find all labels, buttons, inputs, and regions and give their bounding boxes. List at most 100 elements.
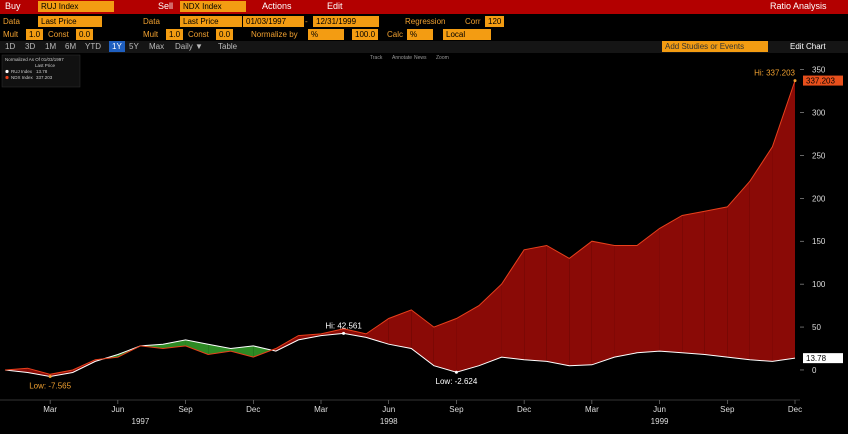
frequency-menu[interactable]: Daily ▼ <box>175 42 203 51</box>
spread-fill <box>253 345 272 358</box>
price-field[interactable]: Last Price <box>38 16 102 27</box>
spread-fill <box>50 369 73 377</box>
y-tick-label: 300 <box>812 109 826 118</box>
annotation-dot <box>454 370 458 374</box>
last-value-label: 13.78 <box>806 354 827 363</box>
spread-fill <box>704 206 728 358</box>
spread-fill <box>456 305 479 373</box>
annotation: Hi: 42.561 <box>325 321 362 330</box>
year-label: 1999 <box>651 417 669 426</box>
spread-fill <box>411 309 434 366</box>
data-label: Data <box>143 17 160 26</box>
annotation: Hi: 337.203 <box>754 69 795 78</box>
calc-mode[interactable]: Local <box>443 29 491 40</box>
y-tick-label: 0 <box>812 366 817 375</box>
regression-label[interactable]: Regression <box>405 17 446 26</box>
chart-tool: Zoom <box>436 55 449 61</box>
const-field[interactable]: 0.0 <box>216 29 234 40</box>
table-button[interactable]: Table <box>218 42 238 51</box>
calc-label: Calc <box>387 30 404 39</box>
buy-ticker[interactable]: RUJ Index <box>38 1 114 12</box>
y-tick-label: 50 <box>812 323 821 332</box>
period-button[interactable]: 5Y <box>129 42 139 51</box>
year-label: 1998 <box>380 417 398 426</box>
spread-fill <box>433 318 457 373</box>
x-tick-label: Mar <box>43 405 57 414</box>
x-tick-label: Sep <box>449 405 464 414</box>
normalize-unit[interactable]: % <box>308 29 344 40</box>
spread-fill <box>524 245 547 362</box>
annotation-dot <box>793 79 797 83</box>
legend-swatch <box>5 75 9 80</box>
spread-fill <box>366 318 389 345</box>
legend-value: 337.203 <box>36 75 53 80</box>
y-tick-label: 350 <box>812 66 826 75</box>
buy-label: Buy <box>5 1 21 11</box>
year-label: 1997 <box>132 417 150 426</box>
edit-menu[interactable]: Edit <box>327 1 343 11</box>
spread-fill <box>591 241 615 365</box>
spread-fill <box>659 215 683 353</box>
legend-swatch <box>5 69 9 74</box>
normalize-field[interactable]: 100.0 <box>352 29 379 40</box>
sell-label: Sell <box>158 1 174 11</box>
x-tick-label: Sep <box>720 405 735 414</box>
legend-subtitle: Last Price <box>35 63 56 68</box>
date-dash: - <box>305 17 308 26</box>
legend-title: Normalized As Of 01/03/1997 <box>5 57 64 62</box>
chart-tool: Track <box>370 55 383 61</box>
start-date[interactable]: 01/03/1997 <box>243 16 304 27</box>
end-date[interactable]: 12/31/1999 <box>313 16 379 27</box>
spread-fill <box>546 245 570 366</box>
last-value-box <box>803 353 843 364</box>
annotation-dot <box>342 331 346 335</box>
chart-tool: News <box>414 55 427 61</box>
spread-fill <box>275 335 299 352</box>
period-button[interactable]: 6M <box>65 42 77 51</box>
spread-fill <box>208 344 231 355</box>
mult-field[interactable]: 1.0 <box>26 29 44 40</box>
x-tick-label: Jun <box>653 405 666 414</box>
const-label: Const <box>48 30 69 39</box>
period-button[interactable]: 1M <box>45 42 57 51</box>
actions-menu[interactable]: Actions <box>262 1 292 11</box>
period-button[interactable]: Max <box>149 42 165 51</box>
spread-fill <box>388 309 412 349</box>
mult-field[interactable]: 1.0 <box>166 29 184 40</box>
corr-label[interactable]: Corr <box>465 17 481 26</box>
spread-fill <box>637 228 660 353</box>
series-line <box>4 80 796 375</box>
spread-fill <box>749 146 773 362</box>
y-tick-label: 100 <box>812 280 826 289</box>
sell-ticker[interactable]: NDX Index <box>180 1 246 12</box>
settings-row: Data Last Price Data Last Price 01/03/19… <box>0 15 848 28</box>
period-button[interactable]: 1Y <box>109 41 125 52</box>
period-button[interactable]: YTD <box>85 42 101 51</box>
legend-name: RUJ Index <box>11 69 33 74</box>
x-tick-label: Mar <box>314 405 328 414</box>
corr-field[interactable]: 120 <box>485 16 505 27</box>
x-tick-label: Jun <box>111 405 124 414</box>
spread-fill <box>682 211 705 355</box>
spread-fill <box>27 368 51 377</box>
legend-name: NDX Index <box>11 75 34 80</box>
spread-fill <box>479 284 502 366</box>
spread-fill <box>501 249 525 360</box>
const-field[interactable]: 0.0 <box>76 29 94 40</box>
page-title: Ratio Analysis <box>770 1 827 11</box>
spread-fill <box>230 345 254 358</box>
period-button[interactable]: 3D <box>25 42 36 51</box>
normalize-label[interactable]: Normalize by <box>251 30 298 39</box>
edit-chart-button[interactable]: Edit Chart <box>790 42 826 51</box>
studies-field[interactable]: Add Studies or Events <box>662 41 768 52</box>
price-field[interactable]: Last Price <box>180 16 242 27</box>
period-button[interactable]: 1D <box>5 42 16 51</box>
spread-fill <box>569 241 592 366</box>
calc-unit[interactable]: % <box>407 29 433 40</box>
spread-fill <box>343 328 367 338</box>
legend-box <box>1 54 81 88</box>
x-tick-label: Dec <box>517 405 531 414</box>
legend-value: 13.78 <box>36 69 48 74</box>
